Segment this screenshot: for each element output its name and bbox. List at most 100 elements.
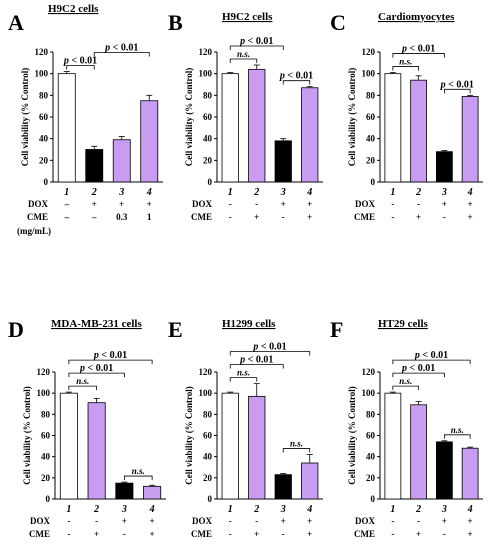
treatment-symbol: – bbox=[64, 212, 70, 222]
y-axis-label: Cell viability (% Control) bbox=[184, 68, 194, 167]
treatment-symbol: + bbox=[442, 516, 447, 526]
panel-title: Cardiomyocytes bbox=[378, 11, 455, 23]
significance-bracket bbox=[229, 351, 311, 356]
p-threshold: < 0.01 bbox=[407, 363, 435, 374]
significance-bracket bbox=[66, 65, 95, 70]
p-threshold: < 0.01 bbox=[85, 363, 113, 374]
bar bbox=[143, 485, 162, 500]
p-symbol: p bbox=[279, 71, 285, 82]
category-label: 3 bbox=[118, 187, 124, 198]
y-tick-label: 40 bbox=[366, 134, 376, 144]
p-symbol: p bbox=[239, 355, 245, 366]
category-label: 1 bbox=[390, 504, 395, 515]
y-tick-label: 20 bbox=[203, 155, 213, 165]
treatment-symbol: - bbox=[229, 516, 232, 526]
y-tick-label: 100 bbox=[199, 388, 213, 398]
bar bbox=[461, 96, 479, 183]
significance-label: n.s. bbox=[451, 425, 464, 435]
p-threshold: < 0.01 bbox=[407, 44, 435, 55]
treatment-symbol: + bbox=[307, 516, 312, 526]
category-label: 2 bbox=[91, 187, 97, 198]
treatment-symbol: - bbox=[417, 516, 420, 526]
category-label: 2 bbox=[253, 187, 259, 198]
category-label: 4 bbox=[306, 504, 312, 515]
p-symbol: p bbox=[401, 363, 407, 374]
treatment-label: DOX bbox=[30, 516, 51, 526]
y-tick-label: 40 bbox=[203, 134, 213, 144]
significance-bracket bbox=[93, 52, 150, 57]
y-tick-label: 80 bbox=[203, 409, 213, 419]
treatment-symbol: - bbox=[67, 516, 70, 526]
y-tick-label: 100 bbox=[362, 69, 376, 79]
treatment-symbol: + bbox=[281, 199, 286, 209]
category-label: 1 bbox=[64, 187, 69, 198]
significance-bracket bbox=[282, 448, 311, 453]
category-label: 4 bbox=[467, 187, 473, 198]
treatment-symbol: - bbox=[67, 529, 70, 539]
treatment-symbol: + bbox=[119, 199, 124, 209]
y-tick-label: 120 bbox=[199, 47, 213, 57]
p-symbol: p bbox=[104, 43, 110, 54]
p-threshold: < 0.01 bbox=[285, 71, 313, 82]
treatment-symbol: - bbox=[282, 529, 285, 539]
panel-title: H1299 cells bbox=[222, 318, 276, 330]
y-axis-label: Cell viability (% Control) bbox=[347, 386, 357, 485]
treatment-symbol: - bbox=[123, 529, 126, 539]
treatment-symbol: + bbox=[416, 212, 421, 222]
significance-label: n.s. bbox=[399, 57, 412, 67]
p-threshold: < 0.01 bbox=[110, 43, 138, 54]
p-threshold: < 0.01 bbox=[420, 350, 448, 361]
treatment-label: DOX bbox=[355, 199, 376, 209]
treatment-symbol: - bbox=[391, 212, 394, 222]
significance-bracket bbox=[229, 377, 258, 382]
y-tick-label: 120 bbox=[37, 367, 51, 377]
treatment-symbol: - bbox=[282, 212, 285, 222]
significance-label: p < 0.01 bbox=[440, 79, 474, 90]
bar bbox=[435, 441, 453, 500]
p-threshold: < 0.01 bbox=[245, 355, 273, 366]
y-tick-label: 120 bbox=[35, 47, 49, 57]
category-label: 3 bbox=[441, 504, 447, 515]
treatment-label: DOX bbox=[192, 516, 213, 526]
category-label: 4 bbox=[467, 504, 473, 515]
treatment-symbol: – bbox=[64, 199, 70, 209]
treatment-symbol: - bbox=[443, 529, 446, 539]
y-axis-label: Cell viability (% Control) bbox=[20, 68, 30, 167]
treatment-symbol: + bbox=[281, 516, 286, 526]
p-symbol: p bbox=[79, 363, 85, 374]
panel-letter: E bbox=[168, 317, 183, 342]
bar bbox=[248, 395, 266, 500]
y-tick-label: 40 bbox=[39, 134, 49, 144]
significance-bracket bbox=[392, 359, 471, 365]
treatment-symbol: + bbox=[254, 212, 259, 222]
y-tick-label: 40 bbox=[366, 452, 376, 462]
panel-F: F HT29 cells Cell viability (% Control) 0 20… bbox=[330, 317, 483, 539]
treatment-symbol: + bbox=[416, 529, 421, 539]
panel-letter: A bbox=[8, 10, 24, 35]
y-tick-label: 120 bbox=[362, 367, 376, 377]
significance-bracket bbox=[392, 66, 420, 71]
panel-D: D MDA-MB-231 cells Cell viability (% Contr… bbox=[8, 317, 166, 539]
bar bbox=[248, 68, 266, 183]
p-symbol: p bbox=[93, 350, 99, 361]
significance-bracket bbox=[68, 359, 153, 365]
bar bbox=[301, 87, 319, 183]
y-tick-label: 80 bbox=[39, 90, 49, 100]
bar bbox=[221, 73, 239, 183]
bar bbox=[410, 404, 428, 500]
significance-label: n.s. bbox=[237, 368, 250, 378]
y-tick-label: 100 bbox=[362, 388, 376, 398]
category-label: 1 bbox=[66, 504, 71, 515]
y-tick-label: 40 bbox=[41, 452, 51, 462]
bar bbox=[87, 402, 106, 500]
significance-bracket bbox=[123, 475, 153, 481]
treatment-label: CME bbox=[354, 529, 375, 539]
bar bbox=[274, 140, 292, 183]
significance-bracket bbox=[443, 88, 471, 94]
y-tick-label: 20 bbox=[366, 155, 376, 165]
treatment-label: DOX bbox=[355, 516, 376, 526]
category-label: 3 bbox=[121, 504, 127, 515]
bar bbox=[410, 79, 428, 183]
panel-letter: D bbox=[8, 317, 24, 342]
bar bbox=[384, 73, 402, 183]
